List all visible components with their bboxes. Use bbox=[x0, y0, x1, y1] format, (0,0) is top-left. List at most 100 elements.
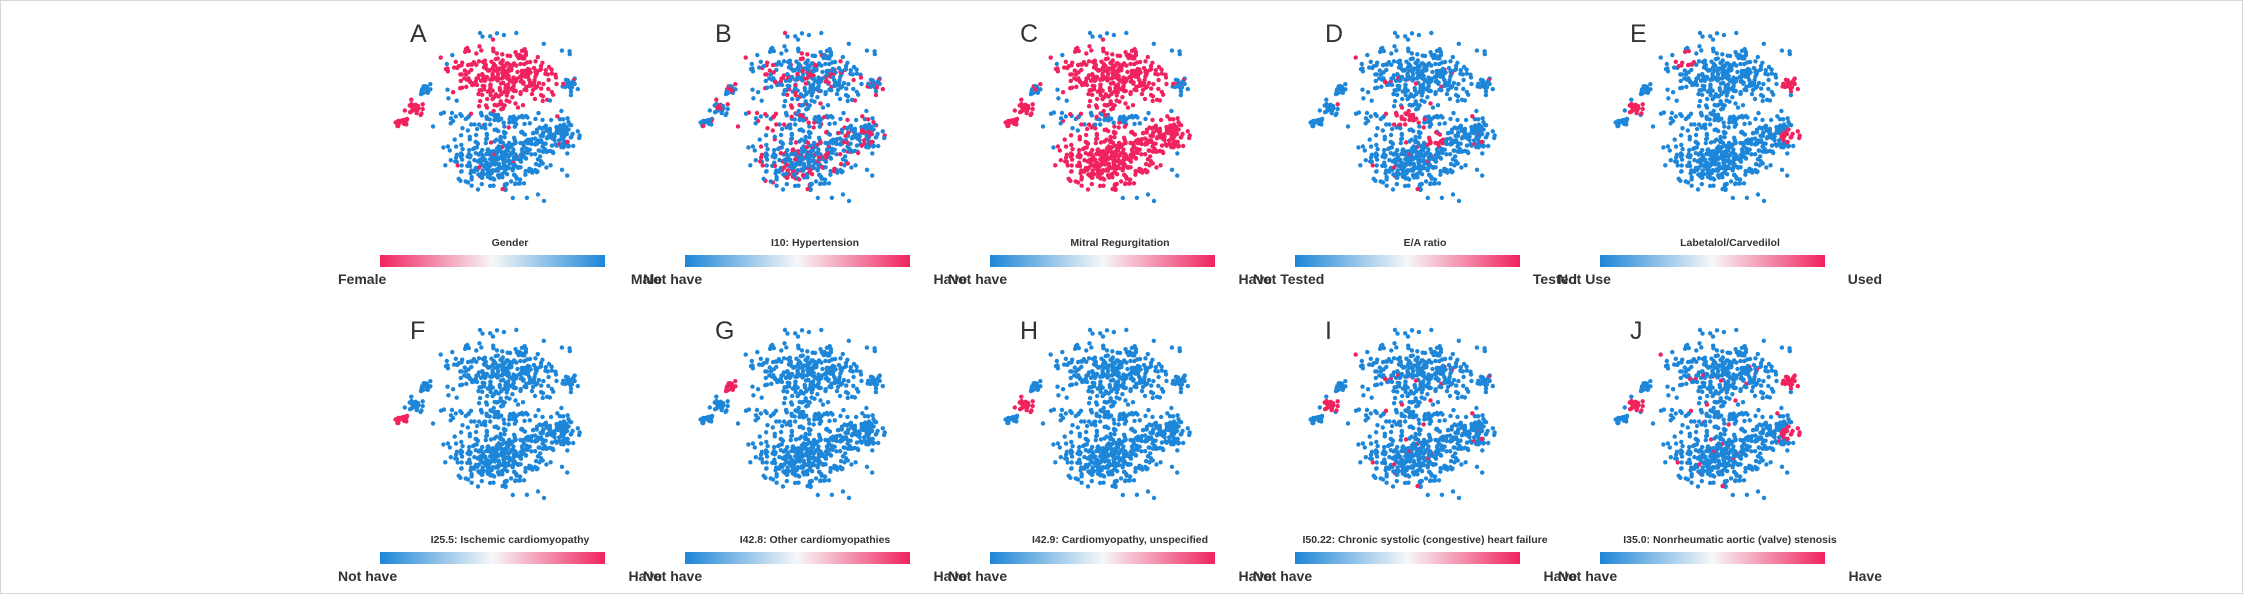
point bbox=[1703, 140, 1708, 146]
point-highlight bbox=[1408, 112, 1413, 118]
point-highlight bbox=[1033, 87, 1038, 92]
point bbox=[1433, 90, 1438, 95]
point bbox=[1389, 126, 1395, 132]
point bbox=[1134, 195, 1140, 200]
point bbox=[559, 133, 564, 138]
point-highlight bbox=[1122, 181, 1128, 187]
point bbox=[1388, 165, 1394, 171]
point bbox=[794, 76, 800, 81]
point bbox=[1735, 164, 1740, 170]
point bbox=[817, 172, 822, 178]
point-highlight bbox=[818, 101, 823, 106]
point-highlight bbox=[1106, 156, 1111, 161]
point-highlight bbox=[540, 94, 546, 99]
point bbox=[1173, 77, 1179, 82]
point bbox=[782, 44, 787, 49]
point bbox=[1063, 114, 1068, 119]
point bbox=[1755, 54, 1760, 60]
point bbox=[476, 401, 482, 406]
point bbox=[1688, 111, 1694, 117]
point-highlight bbox=[806, 72, 812, 78]
point bbox=[753, 116, 759, 121]
point-highlight bbox=[1089, 152, 1094, 157]
point bbox=[807, 160, 812, 165]
point bbox=[816, 78, 821, 83]
point bbox=[801, 128, 806, 134]
point bbox=[1710, 37, 1716, 42]
point bbox=[1757, 163, 1762, 168]
point-highlight bbox=[1086, 59, 1092, 64]
point-highlight bbox=[506, 125, 511, 130]
point bbox=[1650, 124, 1656, 129]
point bbox=[1737, 177, 1743, 182]
point-highlight bbox=[1110, 175, 1115, 180]
point bbox=[535, 169, 540, 174]
point-highlight bbox=[407, 110, 413, 115]
point bbox=[1736, 55, 1741, 61]
point bbox=[1426, 61, 1432, 66]
point bbox=[536, 377, 542, 383]
point bbox=[1418, 83, 1423, 88]
point bbox=[438, 352, 443, 357]
point-highlight bbox=[1087, 44, 1092, 49]
point-highlight bbox=[497, 85, 502, 91]
point bbox=[539, 126, 544, 131]
point-highlight bbox=[743, 55, 748, 60]
point bbox=[837, 83, 842, 88]
point bbox=[453, 356, 458, 361]
point bbox=[1407, 177, 1412, 182]
point bbox=[1374, 142, 1379, 148]
point-highlight bbox=[1068, 133, 1074, 138]
point bbox=[1120, 195, 1125, 201]
point bbox=[1474, 108, 1479, 114]
point bbox=[776, 146, 781, 152]
point bbox=[540, 117, 545, 123]
point bbox=[477, 385, 482, 390]
point bbox=[541, 495, 547, 501]
point bbox=[533, 152, 538, 157]
point-highlight bbox=[554, 81, 559, 87]
point bbox=[1123, 120, 1128, 125]
point bbox=[1722, 124, 1727, 129]
point bbox=[1426, 78, 1431, 83]
point bbox=[492, 139, 497, 144]
point bbox=[484, 151, 489, 157]
point bbox=[543, 368, 548, 373]
point bbox=[1169, 48, 1175, 53]
point bbox=[785, 72, 790, 77]
point-highlight bbox=[1084, 51, 1089, 56]
point-highlight bbox=[1165, 114, 1170, 119]
point bbox=[1483, 92, 1489, 98]
point-highlight bbox=[718, 106, 723, 112]
point bbox=[541, 41, 546, 46]
point bbox=[795, 96, 800, 102]
point bbox=[1416, 72, 1422, 78]
point bbox=[1151, 198, 1157, 204]
point bbox=[800, 118, 806, 123]
point bbox=[1178, 89, 1184, 94]
point bbox=[1452, 148, 1457, 153]
point bbox=[489, 111, 494, 117]
point bbox=[553, 372, 559, 377]
point bbox=[772, 134, 777, 139]
point bbox=[1468, 75, 1474, 80]
point bbox=[1738, 61, 1743, 67]
point-highlight bbox=[1083, 151, 1088, 156]
point-highlight bbox=[725, 102, 730, 107]
point bbox=[817, 124, 822, 129]
point bbox=[500, 156, 505, 162]
point bbox=[496, 156, 501, 161]
point-highlight bbox=[1150, 117, 1155, 123]
point bbox=[795, 168, 801, 173]
point bbox=[1394, 125, 1399, 130]
point bbox=[853, 117, 859, 123]
point bbox=[1753, 161, 1759, 167]
point-highlight bbox=[1171, 81, 1176, 86]
point bbox=[1455, 94, 1461, 99]
point bbox=[1397, 58, 1403, 63]
point-highlight bbox=[1073, 179, 1078, 184]
point bbox=[1448, 161, 1454, 167]
point-highlight bbox=[1135, 75, 1141, 80]
point-highlight bbox=[1116, 68, 1121, 73]
point-highlight bbox=[805, 186, 810, 192]
